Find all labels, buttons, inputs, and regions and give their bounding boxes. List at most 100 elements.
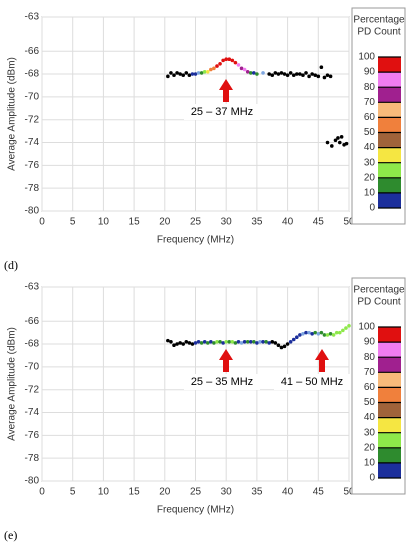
data-point [310,331,314,336]
data-point [270,339,275,344]
data-point [187,341,192,345]
data-point [196,339,201,344]
x-tick-label: 0 [39,217,45,228]
data-point [221,341,225,345]
data-point [258,339,262,344]
data-point [331,333,336,337]
data-point [264,339,268,344]
x-tick-label: 10 [98,487,110,498]
data-point [169,71,173,75]
x-tick-label: 50 [343,487,355,498]
data-point [261,339,265,344]
data-point [295,72,299,76]
data-point [230,339,235,344]
x-tick-label: 45 [313,487,325,498]
colorbar-tick-label: 20 [364,442,376,453]
data-point [236,339,241,344]
data-point [218,339,222,344]
data-point [212,66,216,71]
y-tick-label: -66 [25,46,40,57]
y-tick-label: -80 [25,206,40,217]
data-point [224,57,228,62]
data-point [252,71,256,75]
data-point [313,73,318,77]
colorbar-band [378,462,401,478]
data-point [202,69,207,74]
data-point [282,344,287,349]
colorbar-title: PD Count [357,27,401,38]
data-point [193,341,198,345]
y-tick-label: -78 [25,183,40,194]
colorbar-tick-label: 40 [364,412,376,423]
data-point [175,71,179,75]
colorbar-band [378,132,401,148]
data-point [295,335,299,340]
colorbar-tick-label: 70 [364,367,376,378]
y-tick-label: -63 [25,282,40,293]
data-point [181,342,186,346]
data-point [209,339,213,344]
x-tick-label: 5 [70,217,76,228]
data-point [344,326,348,330]
data-point [212,341,216,345]
x-tick-label: 10 [98,217,110,228]
colorbar-band [378,177,401,193]
colorbar-band [378,117,401,133]
annotation-arrow [315,349,329,372]
y-tick-label: -78 [25,453,40,464]
colorbar-band [378,372,401,388]
data-point [227,57,232,62]
data-point [255,72,259,76]
y-tick-label: -70 [25,92,40,103]
data-point [261,71,265,75]
x-tick-label: 5 [70,487,76,498]
data-point [322,333,327,337]
data-point [333,138,338,143]
data-point [325,140,330,145]
data-point [304,71,308,75]
data-point [344,141,349,146]
colorbar-tick-label: 80 [364,82,376,93]
data-point [202,339,207,344]
y-tick-label: -63 [25,12,40,23]
colorbar-band [378,357,401,373]
data-point [233,341,238,345]
data-point [319,65,324,70]
data-point [239,66,244,71]
colorbar-tick-label: 0 [369,473,375,484]
colorbar-band [378,327,401,343]
data-point [341,328,345,333]
colorbar-tick-label: 100 [358,52,375,63]
data-point [178,72,182,76]
data-point [279,345,284,350]
colorbar-band [378,87,401,103]
colorbar-title: Percentage [353,285,405,296]
colorbar-band [378,72,401,88]
colorbar-tick-label: 30 [364,157,376,168]
colorbar-band [378,102,401,118]
data-point [337,330,342,335]
data-point [193,72,198,76]
data-point [313,330,318,335]
y-tick-label: -68 [25,69,40,80]
data-point [175,342,179,346]
x-tick-label: 15 [129,487,141,498]
data-point [322,75,327,80]
x-tick-label: 20 [159,217,171,228]
data-point [248,71,253,75]
y-tick-label: -74 [25,137,40,148]
data-point [215,339,219,344]
annotation-box [184,104,260,120]
colorbar-tick-label: 90 [364,337,376,348]
x-tick-label: 25 [190,217,202,228]
x-tick-label: 40 [282,487,294,498]
x-tick-label: 35 [251,217,263,228]
colorbar-band [378,447,401,463]
data-point [172,343,176,348]
y-tick-label: -76 [25,160,40,171]
data-point [330,144,334,148]
data-point [252,339,256,344]
data-point [184,339,189,344]
data-point [347,324,351,328]
colorbar-tick-label: 40 [364,142,376,153]
